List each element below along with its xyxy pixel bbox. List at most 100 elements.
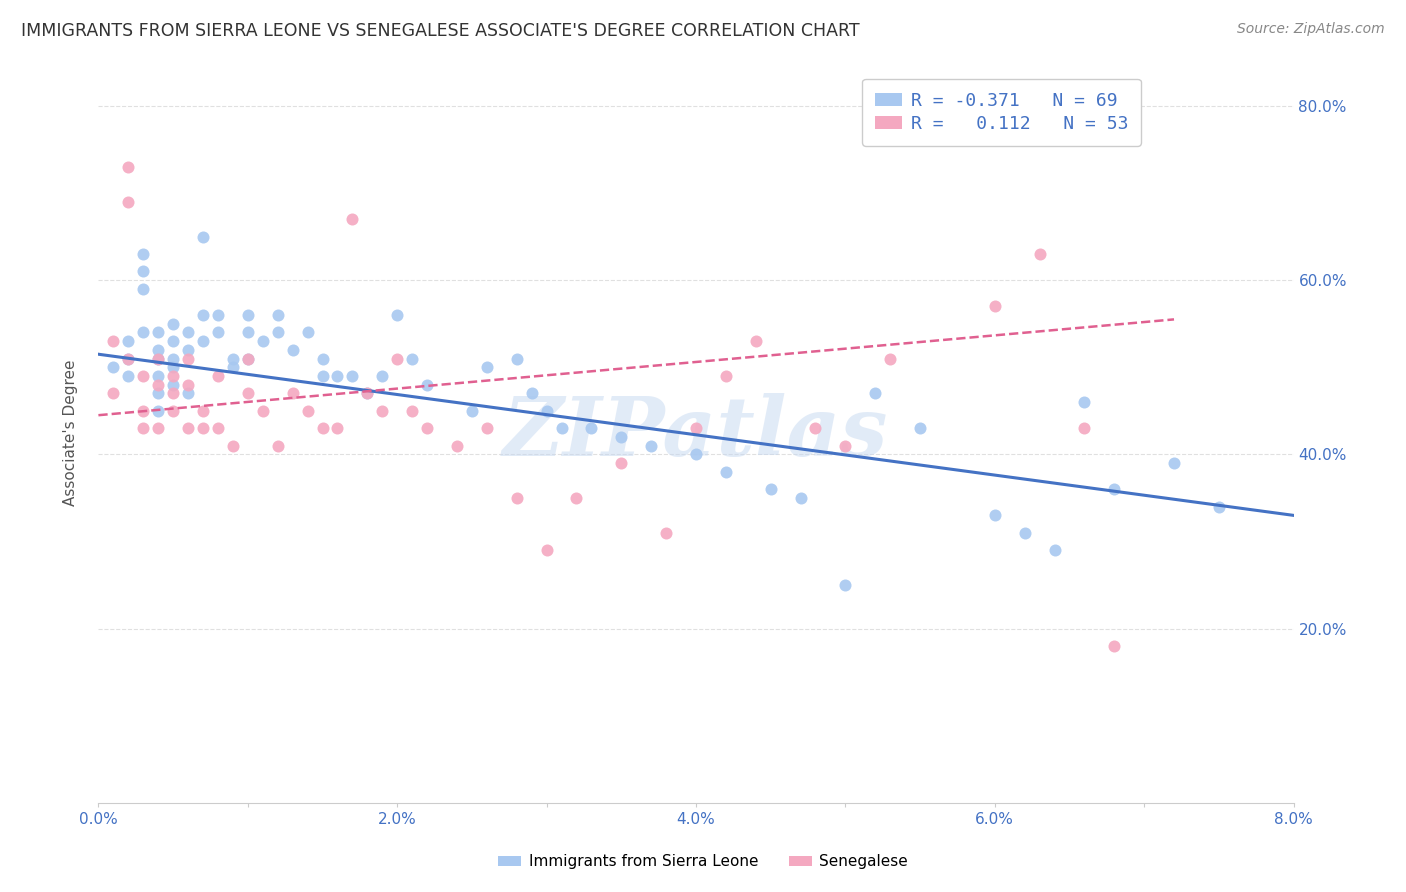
Point <box>550 421 572 435</box>
Point <box>565 491 588 505</box>
Point <box>177 421 200 435</box>
Point <box>1073 421 1095 435</box>
Point <box>371 369 394 384</box>
Point <box>117 351 139 366</box>
Point <box>1208 500 1230 514</box>
Point <box>252 404 274 418</box>
Point <box>252 334 274 348</box>
Point <box>1014 525 1036 540</box>
Point <box>207 421 229 435</box>
Point <box>191 229 214 244</box>
Point <box>132 404 155 418</box>
Point <box>834 578 856 592</box>
Point <box>236 351 259 366</box>
Point <box>117 369 139 384</box>
Point <box>191 421 214 435</box>
Point <box>267 439 290 453</box>
Point <box>759 482 782 496</box>
Point <box>879 351 901 366</box>
Point <box>148 351 170 366</box>
Point <box>475 360 498 375</box>
Point <box>148 351 170 366</box>
Point <box>356 386 378 401</box>
Point <box>342 212 364 227</box>
Point <box>416 377 439 392</box>
Text: ZIPatlas: ZIPatlas <box>503 392 889 473</box>
Point <box>148 421 170 435</box>
Point <box>371 404 394 418</box>
Point <box>103 334 125 348</box>
Point <box>865 386 887 401</box>
Point <box>520 386 543 401</box>
Point <box>148 377 170 392</box>
Point <box>834 439 856 453</box>
Point <box>581 421 603 435</box>
Point <box>236 351 259 366</box>
Point <box>536 404 558 418</box>
Point <box>177 351 200 366</box>
Point <box>162 360 184 375</box>
Point <box>103 360 125 375</box>
Point <box>685 447 707 461</box>
Point <box>311 369 333 384</box>
Point <box>132 326 155 340</box>
Point <box>1104 639 1126 653</box>
Legend: R = -0.371   N = 69, R =   0.112   N = 53: R = -0.371 N = 69, R = 0.112 N = 53 <box>862 78 1142 145</box>
Point <box>191 334 214 348</box>
Point <box>162 404 184 418</box>
Point <box>1163 456 1185 470</box>
Point <box>132 369 155 384</box>
Point <box>506 491 529 505</box>
Point <box>385 351 409 366</box>
Point <box>177 326 200 340</box>
Point <box>222 351 245 366</box>
Point <box>655 525 678 540</box>
Point <box>236 308 259 322</box>
Point <box>162 386 184 401</box>
Point <box>222 439 245 453</box>
Point <box>714 465 737 479</box>
Point <box>148 404 170 418</box>
Point <box>148 326 170 340</box>
Point <box>236 386 259 401</box>
Point <box>326 421 349 435</box>
Point <box>162 334 184 348</box>
Point <box>177 343 200 357</box>
Point <box>714 369 737 384</box>
Point <box>311 421 333 435</box>
Point <box>177 386 200 401</box>
Point <box>148 343 170 357</box>
Point <box>222 360 245 375</box>
Point <box>132 264 155 278</box>
Y-axis label: Associate's Degree: Associate's Degree <box>63 359 79 506</box>
Point <box>610 430 633 444</box>
Point <box>191 308 214 322</box>
Point <box>162 317 184 331</box>
Point <box>610 456 633 470</box>
Point <box>267 326 290 340</box>
Point <box>401 351 423 366</box>
Point <box>236 326 259 340</box>
Point <box>536 543 558 558</box>
Point <box>207 369 229 384</box>
Point <box>177 377 200 392</box>
Point <box>311 351 333 366</box>
Point <box>297 326 319 340</box>
Point <box>789 491 811 505</box>
Point <box>117 194 139 209</box>
Point <box>162 377 184 392</box>
Point <box>148 386 170 401</box>
Point <box>1104 482 1126 496</box>
Point <box>207 326 229 340</box>
Point <box>342 369 364 384</box>
Point <box>132 282 155 296</box>
Point <box>162 369 184 384</box>
Legend: Immigrants from Sierra Leone, Senegalese: Immigrants from Sierra Leone, Senegalese <box>492 848 914 875</box>
Point <box>401 404 423 418</box>
Point <box>297 404 319 418</box>
Point <box>191 404 214 418</box>
Point <box>1043 543 1066 558</box>
Text: Source: ZipAtlas.com: Source: ZipAtlas.com <box>1237 22 1385 37</box>
Point <box>1073 395 1095 409</box>
Point <box>685 421 707 435</box>
